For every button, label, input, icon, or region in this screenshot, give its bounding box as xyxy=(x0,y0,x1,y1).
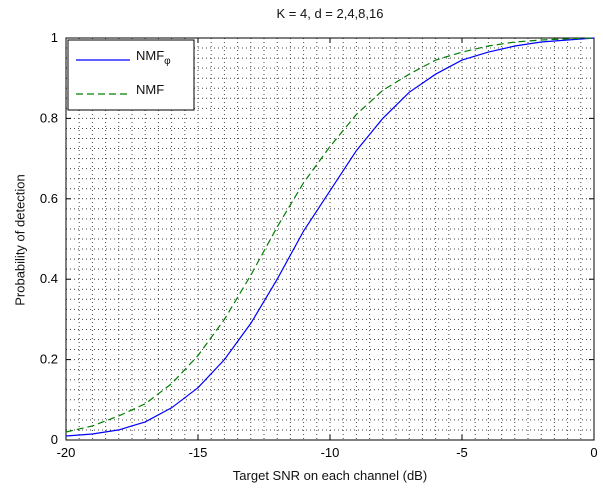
y-tick-label: 0.2 xyxy=(40,352,58,367)
chart-title: K = 4, d = 2,4,8,16 xyxy=(276,6,384,21)
y-tick-label: 0.6 xyxy=(40,191,58,206)
legend-label-1: NMF xyxy=(136,82,164,97)
legend-label-0: NMFφ xyxy=(136,48,171,67)
axis-ticks: -20 -15 -10 -5 0 0 0.2 0.4 0.6 0.8 1 xyxy=(40,30,598,460)
legend-name-subscript: φ xyxy=(164,56,171,67)
grid-lines xyxy=(66,38,594,440)
x-axis-label: Target SNR on each channel (dB) xyxy=(232,468,428,483)
legend-name: NMF xyxy=(136,82,165,97)
legend-name: NMF xyxy=(136,48,165,63)
y-tick-label: 0 xyxy=(51,432,58,447)
legend xyxy=(67,39,195,111)
x-tick-label: -5 xyxy=(456,445,468,460)
x-tick-label: -10 xyxy=(321,445,340,460)
x-tick-label: -20 xyxy=(57,445,76,460)
legend-box xyxy=(67,39,195,111)
series-line-0 xyxy=(65,37,595,437)
x-tick-label: 0 xyxy=(590,445,597,460)
y-tick-label: 0.8 xyxy=(40,110,58,125)
y-tick-label: 1 xyxy=(51,30,58,45)
series-lines xyxy=(65,37,595,437)
x-tick-label: -15 xyxy=(189,445,208,460)
y-tick-label: 0.4 xyxy=(40,271,58,286)
